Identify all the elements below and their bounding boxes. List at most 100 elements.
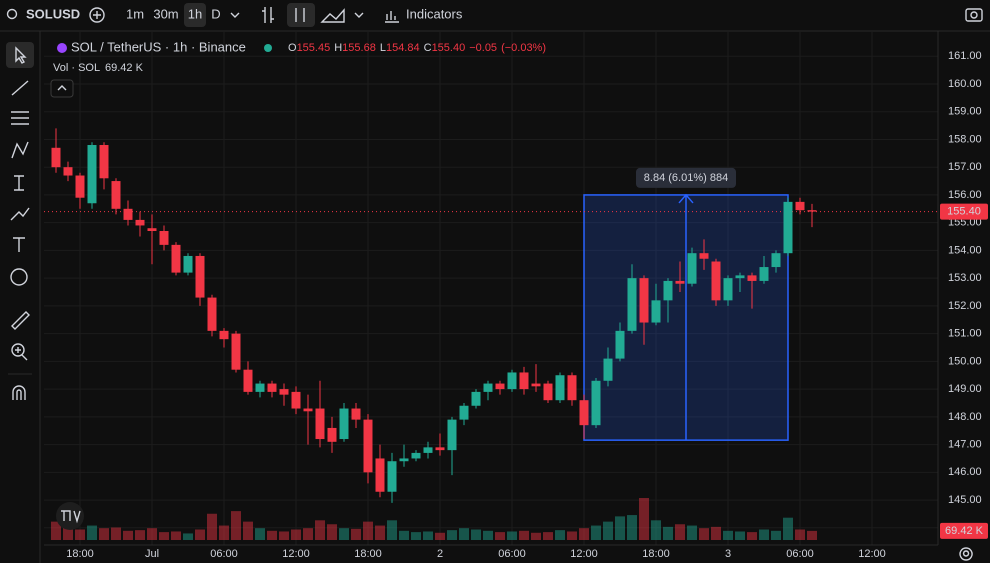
volume-bar xyxy=(447,530,457,540)
y-tick-label: 155.00 xyxy=(948,217,982,229)
volume-bar xyxy=(303,528,313,540)
candle-body xyxy=(651,300,661,323)
candle-body xyxy=(723,278,733,301)
dropdown[interactable] xyxy=(354,12,364,18)
candle-body xyxy=(291,391,301,409)
market-status xyxy=(264,44,272,52)
volume-bar xyxy=(723,530,733,540)
x-tick-label: 18:00 xyxy=(354,548,382,560)
zoom-plus xyxy=(15,347,28,361)
y-tick-label: 157.00 xyxy=(948,161,982,173)
add-symbol[interactable] xyxy=(89,7,105,23)
volume-bar xyxy=(483,530,493,540)
cursor-active[interactable] xyxy=(6,42,34,68)
volume-bar xyxy=(507,531,517,540)
volume-bar xyxy=(411,532,421,540)
y-tick-label: 151.00 xyxy=(948,328,982,340)
candle-body xyxy=(75,175,85,198)
candle-body xyxy=(771,253,781,268)
candle-body xyxy=(147,228,157,231)
symbol[interactable]: SOLUSD xyxy=(26,6,80,21)
x-tick-label: 06:00 xyxy=(786,548,814,560)
candle-body xyxy=(99,145,109,179)
volume-bar xyxy=(639,498,649,540)
pattern-tool[interactable] xyxy=(11,141,29,159)
legend: SOL / TetherUS · 1h · Binance O155.45 H15… xyxy=(50,39,546,98)
volume-bar xyxy=(63,526,73,540)
interval[interactable]: 1m xyxy=(126,6,144,21)
volume-bar xyxy=(363,521,373,540)
volume-bar xyxy=(711,526,721,540)
candle-body xyxy=(231,333,241,370)
y-tick-label: 145.00 xyxy=(948,494,982,506)
text-tool[interactable] xyxy=(13,237,25,252)
candle-body xyxy=(807,210,817,212)
volume-bar xyxy=(87,525,97,540)
collapse-button[interactable] xyxy=(50,79,74,98)
zoom-tool[interactable] xyxy=(11,343,25,357)
chart-type-active[interactable] xyxy=(287,3,315,27)
volume-bar xyxy=(231,511,241,540)
candle-body xyxy=(159,230,169,245)
candle-body xyxy=(699,253,709,259)
indicators-icon[interactable] xyxy=(385,11,399,23)
volume-bar xyxy=(75,529,85,540)
x-tick-label: 18:00 xyxy=(66,548,94,560)
volume-bar xyxy=(591,525,601,540)
dropdown[interactable] xyxy=(230,12,240,18)
candle-body xyxy=(411,452,421,459)
ohlc: O155.45 H155.68 L154.84 C155.40 −0.05 (−0.03%… xyxy=(288,42,546,54)
camera-icon[interactable] xyxy=(965,8,983,22)
candle-body xyxy=(303,408,313,412)
brush-tool[interactable] xyxy=(10,207,30,221)
measure-label: 8.84 (6.01%) 884 xyxy=(644,172,728,184)
volume-bar xyxy=(267,530,277,540)
area-icon[interactable] xyxy=(320,8,345,23)
volume-bar xyxy=(423,531,433,540)
volume-bar xyxy=(435,532,445,540)
y-tick-label: 156.00 xyxy=(948,189,982,201)
interval[interactable]: D xyxy=(211,6,220,21)
interval[interactable]: 30m xyxy=(153,6,178,21)
volume-bar xyxy=(495,532,505,540)
volume-bar xyxy=(471,529,481,540)
y-tick-label: 146.00 xyxy=(948,466,982,478)
ruler-tool[interactable] xyxy=(11,311,30,330)
interval-active-bg xyxy=(184,3,206,27)
volume-bar xyxy=(687,525,697,540)
measure-arrowhead xyxy=(678,193,694,204)
candle-body xyxy=(459,405,469,420)
emoji-tool[interactable] xyxy=(10,268,28,286)
indicators[interactable]: Indicators xyxy=(406,6,463,21)
candle-body xyxy=(615,330,625,359)
key: O xyxy=(288,42,297,54)
volume-bar xyxy=(783,517,793,540)
volume-bar xyxy=(567,531,577,540)
volume-bar xyxy=(603,521,613,540)
magnet-tool[interactable] xyxy=(12,385,26,400)
volume-bar xyxy=(327,524,337,540)
settings-icon[interactable] xyxy=(959,547,973,561)
volume-bar xyxy=(171,531,181,540)
interval-active[interactable]: 1h xyxy=(188,6,202,21)
candle-body xyxy=(123,208,133,220)
y-tick-label: 149.00 xyxy=(948,383,982,395)
projection-tool[interactable] xyxy=(14,175,24,191)
volume-bar xyxy=(663,526,673,540)
candle-body xyxy=(315,408,325,440)
candle-body xyxy=(207,297,217,331)
candle-body xyxy=(279,389,289,395)
collapse-icon xyxy=(57,85,67,91)
fib-tool[interactable] xyxy=(11,111,29,125)
top-toolbar: SOLUSD 1m 30m 1h D Indicators xyxy=(0,3,990,32)
line-tool[interactable] xyxy=(11,80,29,96)
volume-bar xyxy=(735,531,745,540)
bars-icon[interactable] xyxy=(262,7,274,23)
x-tick-label: 12:00 xyxy=(282,548,310,560)
volume-bar xyxy=(375,525,385,540)
search-icon[interactable] xyxy=(6,8,18,20)
y-tick-label: 161.00 xyxy=(948,50,982,62)
candle-body xyxy=(579,400,589,426)
candle-body xyxy=(327,427,337,442)
